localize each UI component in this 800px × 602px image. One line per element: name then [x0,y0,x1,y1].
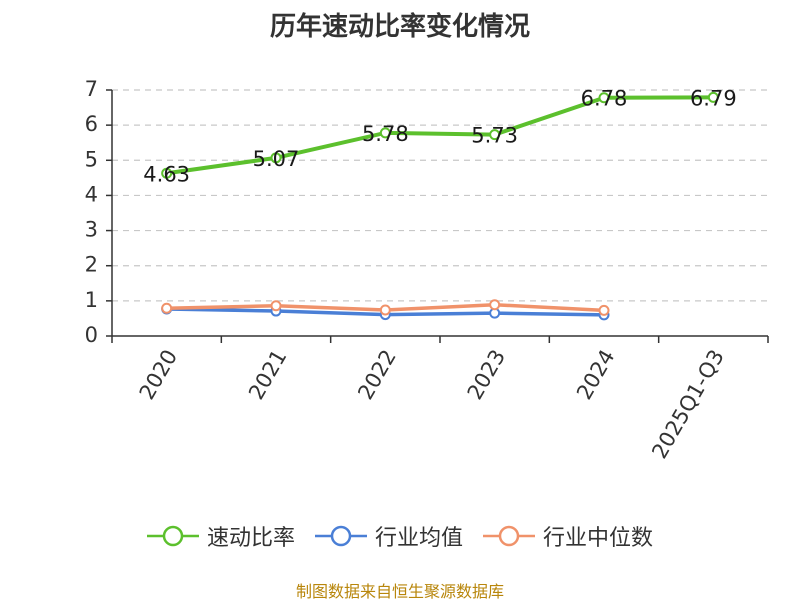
data-label: 5.07 [253,147,300,171]
x-tick-label: 2025Q1-Q3 [647,346,729,463]
data-point [270,152,282,164]
data-point [489,299,501,311]
y-tick-label: 5 [85,147,98,171]
y-tick-label: 3 [85,218,98,242]
y-tick-label: 2 [85,253,98,277]
data-point [379,127,391,139]
legend-label-quick-ratio: 速动比率 [206,526,295,551]
y-tick-label: 1 [85,288,98,312]
data-label: 6.78 [581,87,628,111]
chart-title: 历年速动比率变化情况 [269,12,530,42]
y-tick-label: 6 [85,112,98,136]
x-tick-label: 2023 [463,345,511,403]
legend-line-circle-icon [314,525,367,547]
legend-item-industry-median[interactable]: 行业中位数 [483,518,653,554]
data-point [270,300,282,312]
data-label: 5.78 [362,122,409,146]
y-tick-label: 7 [85,77,98,101]
data-point [598,304,610,316]
data-point [598,92,610,104]
y-tick-label: 0 [85,323,98,347]
data-label: 6.79 [690,86,737,110]
data-point [489,129,501,141]
data-label: 5.73 [471,124,518,148]
data-label: 4.63 [143,162,190,186]
y-tick-label: 4 [85,182,98,206]
legend-line-circle-icon [483,525,535,547]
x-tick-label: 2024 [572,346,620,404]
legend-label-industry-average: 行业均值 [374,526,463,551]
legend-label-industry-median: 行业中位数 [543,526,654,551]
x-tick-label: 2022 [353,346,401,404]
legend: 速动比率 行业均值 行业中位数 [0,518,800,554]
quick-ratio-line [166,95,714,176]
data-point [379,304,391,316]
x-tick-label: 2021 [244,346,292,404]
data-point [707,91,719,103]
data-point [161,167,173,179]
source-note: 制图数据来自恒生聚源数据库 [295,582,504,601]
legend-line-circle-icon [146,525,199,547]
data-point [161,302,173,314]
x-tick-label: 2020 [135,346,183,404]
legend-item-industry-average[interactable]: 行业均值 [314,518,463,554]
legend-item-quick-ratio[interactable]: 速动比率 [146,518,295,554]
